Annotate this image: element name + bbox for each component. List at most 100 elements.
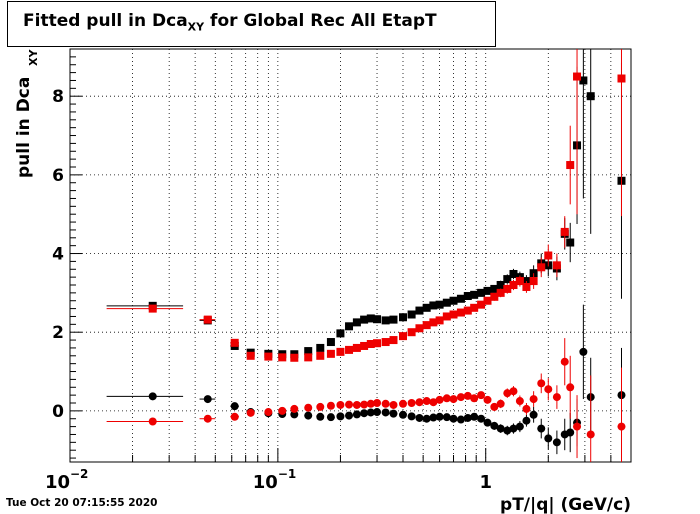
data-point-square: [617, 74, 626, 83]
data-point-circle: [442, 394, 451, 403]
data-point-circle: [203, 395, 212, 404]
data-point-square: [203, 315, 212, 324]
data-point-circle: [230, 412, 239, 421]
data-point-circle: [579, 347, 588, 356]
data-point-square: [373, 315, 382, 324]
data-point-circle: [503, 426, 512, 435]
data-point-square: [345, 345, 354, 354]
data-point-square: [566, 238, 575, 247]
data-point-square: [246, 351, 255, 360]
data-point-square: [290, 353, 299, 362]
data-point-circle: [230, 402, 239, 411]
data-point-square: [544, 251, 553, 260]
data-point-circle: [415, 413, 424, 422]
data-point-circle: [522, 416, 531, 425]
data-point-circle: [503, 389, 512, 398]
data-point-square: [326, 349, 335, 358]
data-point-square: [316, 343, 325, 352]
data-point-circle: [477, 414, 486, 423]
data-point-square: [470, 303, 479, 312]
data-point-square: [483, 296, 492, 305]
chart-title: Fitted pull in DcaXY for Global Rec All …: [23, 11, 437, 33]
data-point-square: [442, 298, 451, 307]
data-point-circle: [429, 413, 438, 422]
y-tick-label: 2: [52, 323, 64, 343]
data-point-circle: [326, 413, 335, 422]
y-axis-label-subscript: XY: [27, 49, 40, 66]
data-point-circle: [316, 402, 325, 411]
data-point-circle: [422, 397, 431, 406]
data-point-circle: [456, 415, 465, 424]
data-point-circle: [290, 404, 299, 413]
data-point-square: [503, 284, 512, 293]
data-point-square: [470, 290, 479, 299]
data-point-square: [264, 352, 273, 361]
data-point-circle: [407, 399, 416, 407]
data-point-circle: [336, 412, 345, 421]
y-tick-label: 8: [52, 87, 64, 107]
data-point-square: [552, 261, 561, 270]
data-point-square: [490, 284, 499, 293]
data-point-circle: [617, 422, 626, 431]
data-point-circle: [509, 424, 518, 433]
y-axis-label: pull in Dca: [14, 77, 34, 178]
data-point-square: [522, 282, 531, 291]
data-point-square: [422, 303, 431, 312]
data-point-square: [529, 277, 538, 286]
chart-title-subscript: XY: [187, 20, 205, 34]
data-point-circle: [304, 403, 313, 412]
data-point-square: [573, 72, 582, 81]
data-point-circle: [463, 413, 472, 422]
timestamp: Tue Oct 20 07:15:55 2020: [6, 497, 158, 509]
data-point-circle: [529, 410, 538, 419]
data-point-circle: [552, 393, 561, 402]
data-point-circle: [360, 400, 369, 409]
data-point-circle: [470, 394, 479, 403]
data-point-circle: [566, 428, 575, 437]
data-point-square: [490, 292, 499, 301]
data-point-circle: [304, 411, 313, 420]
plot-frame: [69, 48, 632, 463]
data-point-square: [422, 321, 431, 330]
data-point-circle: [398, 410, 407, 419]
data-point-circle: [560, 357, 569, 366]
data-point-circle: [449, 395, 458, 404]
data-point-circle: [566, 383, 575, 392]
data-point-circle: [381, 399, 390, 408]
data-point-square: [304, 347, 313, 356]
y-tick-label: 6: [52, 166, 64, 186]
data-point-square: [381, 338, 390, 347]
data-point-circle: [389, 409, 398, 418]
data-point-square: [586, 92, 595, 101]
data-point-circle: [477, 391, 486, 400]
data-point-circle: [422, 414, 431, 423]
data-point-square: [463, 292, 472, 301]
data-point-circle: [586, 430, 595, 439]
data-point-square: [304, 353, 313, 362]
data-point-circle: [278, 406, 287, 415]
y-tick-label: 4: [52, 245, 64, 265]
data-point-circle: [352, 410, 361, 419]
data-point-circle: [552, 438, 561, 447]
data-point-circle: [490, 421, 499, 430]
data-point-circle: [509, 387, 518, 396]
data-point-square: [560, 227, 569, 236]
data-point-circle: [316, 412, 325, 421]
data-point-circle: [470, 412, 479, 421]
data-point-square: [352, 318, 361, 327]
data-point-circle: [537, 379, 546, 388]
data-point-square: [345, 322, 354, 331]
data-point-square: [456, 308, 465, 317]
data-point-square: [429, 301, 438, 310]
data-point-square: [360, 315, 369, 324]
data-point-square: [389, 315, 398, 324]
data-point-square: [398, 313, 407, 322]
data-point-square: [496, 281, 505, 289]
data-point-square: [389, 336, 398, 345]
data-point-circle: [381, 408, 390, 417]
data-point-circle: [522, 404, 531, 413]
data-point-square: [148, 304, 157, 313]
data-point-square: [566, 161, 575, 170]
data-point-square: [435, 316, 444, 325]
data-point-circle: [407, 412, 416, 421]
